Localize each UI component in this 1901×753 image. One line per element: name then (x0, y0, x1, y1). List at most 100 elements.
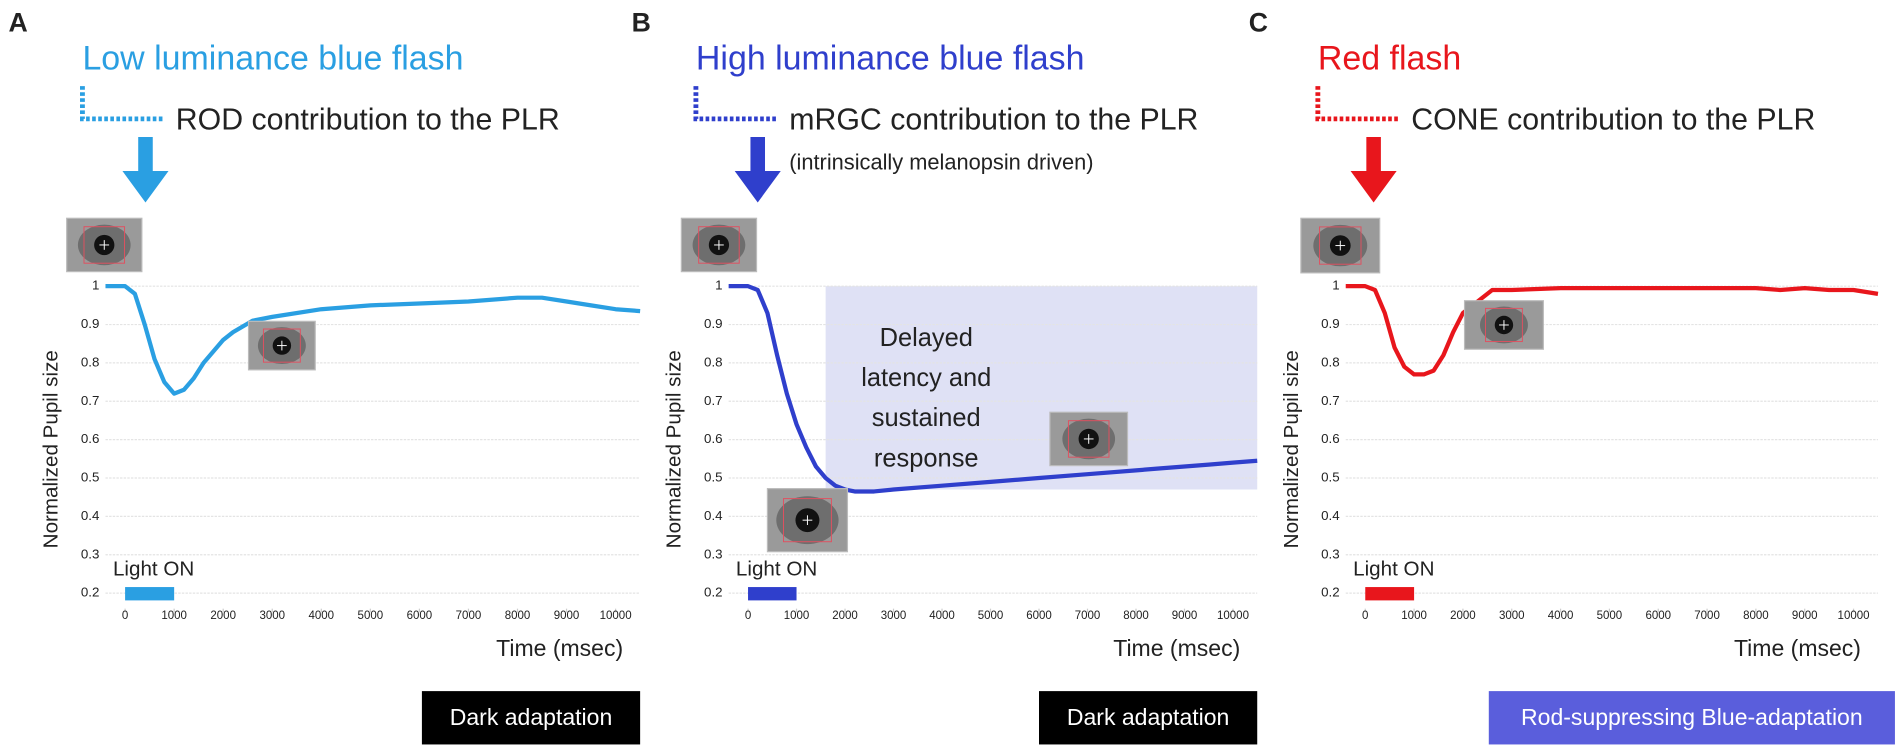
y-tick-label: 0.5 (81, 470, 100, 485)
x-tick-label: 6000 (1026, 610, 1052, 622)
bracket (693, 86, 776, 122)
x-tick-label: 3000 (881, 610, 907, 622)
annotation: ROD contribution to the PLR (176, 103, 560, 136)
footer-label: Rod-suppressing Blue-adaptation (1521, 704, 1863, 730)
y-tick-label: 0.9 (704, 316, 723, 331)
bracket (80, 86, 163, 122)
y-tick-label: 0.7 (1321, 393, 1340, 408)
x-tick-label: 1000 (1401, 610, 1427, 622)
eye-photo (1463, 300, 1544, 350)
x-tick-label: 7000 (1694, 610, 1720, 622)
x-tick-label: 9000 (1792, 610, 1818, 622)
x-axis-label: Time (msec) (1734, 635, 1861, 661)
eye-box (83, 226, 126, 264)
eye-box (698, 226, 740, 264)
x-tick-label: 10000 (1838, 610, 1870, 622)
x-tick-label: 10000 (600, 610, 632, 622)
y-tick-label: 1 (92, 278, 99, 293)
x-axis-label: Time (msec) (496, 635, 623, 661)
arrow (122, 137, 169, 203)
shade-label: Delayed (880, 324, 973, 352)
y-tick-label: 0.5 (1321, 470, 1340, 485)
arrow (1350, 137, 1397, 203)
y-tick-label: 0.2 (704, 585, 723, 600)
y-tick-label: 0.8 (1321, 354, 1340, 369)
panel-title: Red flash (1318, 40, 1461, 78)
x-tick-label: 0 (122, 610, 128, 622)
x-tick-label: 0 (1362, 610, 1368, 622)
x-tick-label: 5000 (978, 610, 1004, 622)
x-tick-label: 2000 (1450, 610, 1476, 622)
x-tick-label: 9000 (1172, 610, 1198, 622)
x-tick-label: 1000 (784, 610, 810, 622)
y-tick-label: 0.8 (704, 354, 723, 369)
x-tick-label: 0 (745, 610, 751, 622)
y-tick-label: 0.2 (1321, 585, 1340, 600)
eye-photo (247, 320, 316, 371)
light-on-label: Light ON (113, 557, 194, 580)
light-on-bar (1365, 587, 1415, 601)
eye-box (1067, 420, 1110, 458)
eye-photo (766, 488, 849, 553)
y-tick-label: 0.3 (1321, 546, 1340, 561)
y-tick-label: 0.3 (704, 546, 723, 561)
panel-title: High luminance blue flash (696, 40, 1085, 78)
data-line (728, 284, 1258, 494)
shade-label: sustained (872, 404, 981, 432)
x-tick-label: 5000 (358, 610, 384, 622)
eye-box (1485, 307, 1523, 343)
x-tick-label: 8000 (505, 610, 531, 622)
y-axis-label: Normalized Pupil size (1280, 350, 1303, 548)
y-tick-label: 1 (1332, 278, 1339, 293)
panel-letter: B (632, 7, 651, 37)
x-tick-label: 2000 (832, 610, 858, 622)
eye-box (782, 498, 832, 543)
x-tick-label: 5000 (1597, 610, 1623, 622)
y-tick-label: 0.2 (81, 585, 100, 600)
y-tick-label: 0.3 (81, 546, 100, 561)
eye-photo (1300, 217, 1381, 274)
light-on-label: Light ON (736, 557, 817, 580)
y-tick-label: 0.4 (81, 508, 100, 523)
x-tick-label: 8000 (1743, 610, 1769, 622)
x-tick-label: 4000 (1548, 610, 1574, 622)
y-tick-label: 0.6 (704, 431, 723, 446)
bracket (1315, 86, 1398, 122)
x-tick-label: 3000 (259, 610, 285, 622)
y-tick-label: 1 (715, 278, 722, 293)
x-tick-label: 10000 (1217, 610, 1249, 622)
x-tick-label: 4000 (929, 610, 955, 622)
x-tick-label: 8000 (1123, 610, 1149, 622)
panel-letter: A (8, 7, 27, 37)
annotation: CONE contribution to the PLR (1411, 103, 1815, 136)
panel-letter: C (1249, 7, 1268, 37)
x-axis-label: Time (msec) (1113, 635, 1240, 661)
light-on-label: Light ON (1353, 557, 1434, 580)
x-tick-label: 6000 (1645, 610, 1671, 622)
light-on-bar (748, 587, 797, 601)
y-tick-label: 0.6 (1321, 431, 1340, 446)
x-tick-label: 6000 (407, 610, 433, 622)
y-tick-label: 0.6 (81, 431, 100, 446)
x-tick-label: 9000 (554, 610, 580, 622)
y-tick-label: 0.9 (81, 316, 100, 331)
shade-region (825, 286, 1258, 490)
y-tick-label: 0.7 (81, 393, 100, 408)
panel-title: Low luminance blue flash (82, 40, 463, 78)
subtitle: (intrinsically melanopsin driven) (789, 149, 1093, 174)
shade-label: latency and (861, 364, 991, 392)
x-tick-label: 7000 (1075, 610, 1101, 622)
eye-box (1319, 226, 1362, 265)
annotation: mRGC contribution to the PLR (789, 103, 1198, 136)
y-axis-label: Normalized Pupil size (40, 350, 63, 548)
y-tick-label: 0.7 (704, 393, 723, 408)
footer-box (1488, 691, 1895, 745)
eye-photo (1049, 411, 1129, 467)
y-tick-label: 0.4 (704, 508, 723, 523)
data-line (105, 284, 641, 396)
arrow (734, 137, 781, 203)
shade-label: response (874, 444, 979, 472)
footer-box (421, 691, 641, 745)
eye-box (262, 328, 301, 363)
